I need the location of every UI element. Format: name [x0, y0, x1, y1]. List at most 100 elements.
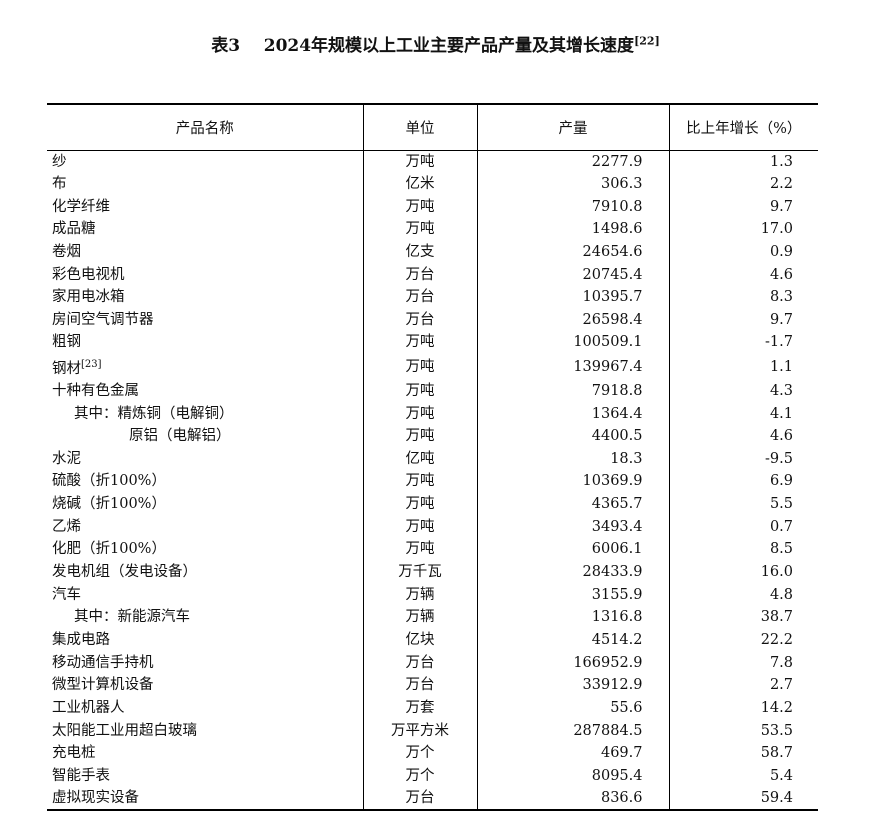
col-header-product: 产品名称	[47, 103, 363, 151]
output-value: 18.3	[476, 447, 669, 471]
product-name: 粗钢	[47, 331, 363, 354]
table-row: 水泥 亿吨 18.3 -9.5	[47, 447, 818, 471]
growth-rate: 4.6	[668, 424, 818, 448]
output-value: 3155.9	[476, 583, 669, 606]
unit: 万吨	[362, 150, 477, 173]
unit: 亿吨	[362, 447, 477, 471]
output-value: 6006.1	[476, 538, 669, 561]
table-row: 十种有色金属 万吨 7918.8 4.3	[47, 379, 818, 403]
product-name: 工业机器人	[47, 697, 363, 720]
output-value: 469.7	[476, 741, 669, 765]
table-row: 烧碱（折100%） 万吨 4365.7 5.5	[47, 492, 818, 516]
product-name-text: 成品糖	[52, 221, 96, 238]
table-row: 虚拟现实设备 万台 836.6 59.4	[47, 787, 818, 812]
unit: 万吨	[362, 538, 477, 561]
table-row: 智能手表 万个 8095.4 5.4	[47, 764, 818, 788]
product-name: 化学纤维	[47, 195, 363, 218]
table-row: 移动通信手持机 万台 166952.9 7.8	[47, 651, 818, 674]
table-row: 成品糖 万吨 1498.6 17.0	[47, 217, 818, 241]
growth-rate: 9.7	[668, 308, 818, 332]
table-row: 钢材[23] 万吨 139967.4 1.1	[47, 353, 818, 380]
product-name: 布	[47, 173, 363, 196]
table-row: 微型计算机设备 万台 33912.9 2.7	[47, 673, 818, 697]
product-name-text: 充电桩	[52, 745, 96, 762]
col-header-output: 产量	[476, 103, 669, 151]
output-value: 55.6	[476, 696, 669, 720]
unit: 万台	[362, 651, 477, 674]
output-value: 26598.4	[476, 308, 669, 332]
product-name: 移动通信手持机	[47, 651, 363, 674]
growth-rate: 5.4	[668, 764, 818, 788]
output-value: 1364.4	[476, 402, 669, 425]
output-value: 7910.8	[476, 195, 669, 218]
table-row: 彩色电视机 万台 20745.4 4.6	[47, 263, 818, 286]
unit: 万套	[362, 696, 477, 720]
growth-rate: 17.0	[668, 217, 818, 241]
product-name: 虚拟现实设备	[47, 787, 363, 812]
product-name: 集成电路	[47, 629, 363, 652]
growth-rate: 9.7	[668, 195, 818, 218]
product-name-text: 其中：精炼铜（电解铜）	[74, 405, 234, 422]
product-name: 智能手表	[47, 764, 363, 787]
growth-rate: 59.4	[668, 787, 818, 812]
unit: 万吨	[362, 217, 477, 241]
product-name: 硫酸（折100%）	[47, 470, 363, 493]
header-row: 产品名称 单位 产量 比上年增长（%）	[47, 103, 818, 151]
unit: 万吨	[362, 492, 477, 516]
product-name: 房间空气调节器	[47, 308, 363, 331]
col-header-unit: 单位	[362, 103, 477, 151]
growth-rate: 8.3	[668, 285, 818, 309]
product-name-text: 智能手表	[52, 767, 110, 784]
table-row: 硫酸（折100%） 万吨 10369.9 6.9	[47, 470, 818, 493]
product-name-text: 工业机器人	[52, 699, 125, 716]
product-name: 家用电冰箱	[47, 286, 363, 309]
product-name-text: 水泥	[52, 450, 81, 467]
table-title: 表3 2024年规模以上工业主要产品产量及其增长速度[22]	[0, 31, 871, 56]
product-name-text: 集成电路	[52, 631, 110, 648]
table-row: 汽车 万辆 3155.9 4.8	[47, 583, 818, 606]
output-value: 1316.8	[476, 606, 669, 629]
unit: 亿块	[362, 628, 477, 652]
growth-rate: 4.1	[668, 402, 818, 425]
table-row: 集成电路 亿块 4514.2 22.2	[47, 628, 818, 652]
growth-rate: 4.8	[668, 583, 818, 606]
table-title-text: 2024年规模以上工业主要产品产量及其增长速度	[263, 36, 635, 56]
product-name: 太阳能工业用超白玻璃	[47, 719, 363, 742]
output-value: 8095.4	[476, 764, 669, 788]
output-value: 3493.4	[476, 515, 669, 539]
output-value: 20745.4	[476, 263, 669, 286]
output-value: 1498.6	[476, 217, 669, 241]
growth-rate: 5.5	[668, 492, 818, 516]
output-value: 287884.5	[476, 719, 669, 742]
product-name-text: 硫酸（折100%）	[52, 473, 166, 490]
table-row: 纱 万吨 2277.9 1.3	[47, 150, 818, 173]
unit: 万吨	[362, 379, 477, 403]
product-name-text: 纱	[52, 153, 67, 170]
product-name-text: 化学纤维	[52, 198, 110, 215]
output-value: 10369.9	[476, 470, 669, 493]
table-row: 卷烟 亿支 24654.6 0.9	[47, 240, 818, 264]
unit: 万吨	[362, 515, 477, 539]
growth-rate: 0.7	[668, 515, 818, 539]
growth-rate: 0.9	[668, 240, 818, 264]
product-name: 原铝（电解铝）	[47, 425, 363, 448]
unit: 万台	[362, 673, 477, 697]
product-name-text: 乙烯	[52, 518, 81, 535]
product-name-text: 太阳能工业用超白玻璃	[52, 722, 197, 739]
output-value: 139967.4	[476, 353, 669, 380]
unit: 万个	[362, 741, 477, 765]
growth-rate: -9.5	[668, 447, 818, 471]
output-value: 4365.7	[476, 492, 669, 516]
table-row: 化肥（折100%） 万吨 6006.1 8.5	[47, 538, 818, 561]
product-name: 钢材[23]	[47, 354, 363, 380]
product-name-text: 虚拟现实设备	[52, 790, 139, 807]
product-name-text: 卷烟	[52, 243, 81, 260]
product-name: 彩色电视机	[47, 263, 363, 286]
table-number: 表3	[211, 36, 241, 56]
product-name-text: 化肥（折100%）	[52, 541, 166, 558]
output-value: 10395.7	[476, 285, 669, 309]
product-name-text: 微型计算机设备	[52, 677, 154, 694]
unit: 万吨	[362, 424, 477, 448]
table-row: 粗钢 万吨 100509.1 -1.7	[47, 331, 818, 354]
output-value: 24654.6	[476, 240, 669, 264]
